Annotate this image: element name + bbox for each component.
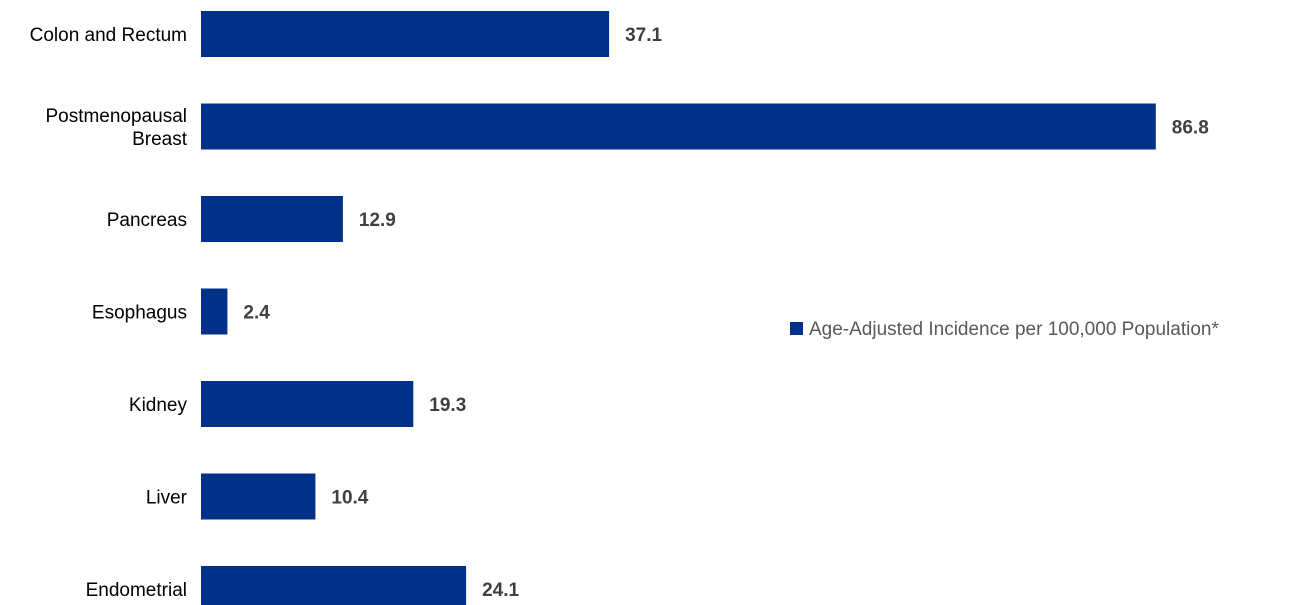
bars	[201, 11, 1156, 605]
data-labels: 37.1 86.8 12.9 2.4 19.3 10.4 24.1	[243, 25, 1208, 601]
legend: Age-Adjusted Incidence per 100,000 Popul…	[790, 319, 1219, 340]
data-label: 86.8	[1172, 118, 1209, 139]
data-label: 12.9	[359, 210, 396, 231]
category-label: Liver	[146, 488, 188, 509]
data-label: 10.4	[331, 488, 368, 509]
data-label: 37.1	[625, 25, 662, 46]
data-label: 2.4	[243, 303, 270, 324]
category-label: Postmenopausal	[45, 106, 187, 127]
bar	[201, 103, 1156, 150]
category-label: Kidney	[129, 395, 188, 416]
category-label: Endometrial	[86, 580, 187, 601]
bar	[201, 473, 316, 520]
bar	[201, 11, 610, 57]
bar	[201, 381, 414, 427]
category-label: Breast	[132, 129, 188, 150]
data-label: 24.1	[482, 580, 519, 601]
category-label: Colon and Rectum	[30, 25, 187, 46]
bar	[201, 566, 467, 605]
category-label: Pancreas	[107, 210, 187, 231]
data-label: 19.3	[429, 395, 466, 416]
category-label: Esophagus	[92, 303, 187, 324]
bar	[201, 288, 228, 335]
legend-label: Age-Adjusted Incidence per 100,000 Popul…	[809, 319, 1219, 340]
legend-swatch	[790, 322, 803, 335]
bar	[201, 196, 343, 242]
